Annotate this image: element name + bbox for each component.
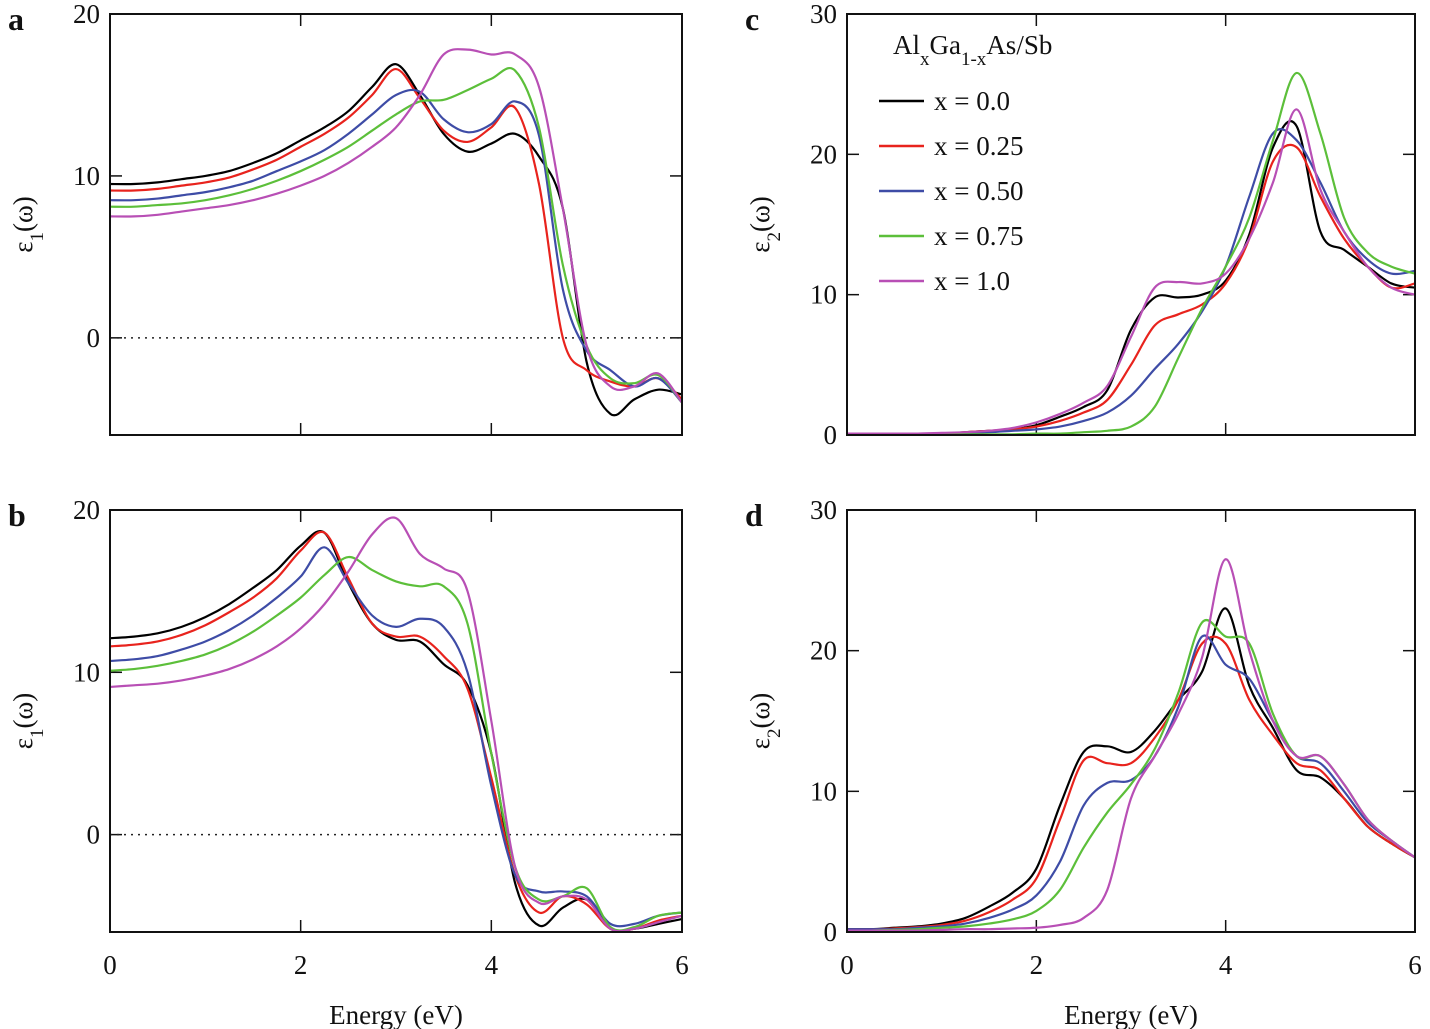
y-axis-label-part: ε — [745, 738, 775, 749]
y-tick-label: 0 — [824, 420, 838, 450]
y-tick-label: 30 — [810, 495, 837, 525]
y-tick-label: 20 — [810, 139, 837, 169]
panel-letter: d — [745, 497, 763, 533]
x-tick-label: 2 — [294, 950, 308, 980]
legend-label: x = 0.0 — [934, 86, 1010, 116]
y-tick-label: 10 — [810, 280, 837, 310]
legend-label: x = 0.75 — [934, 221, 1023, 251]
plot-area — [110, 516, 682, 932]
y-axis-label: ε2(ω) — [745, 196, 785, 253]
x-tick-label: 4 — [485, 950, 499, 980]
legend-title-part: x — [920, 49, 930, 70]
plot-area — [847, 558, 1415, 932]
series-line — [847, 607, 1415, 931]
series-line — [110, 88, 682, 404]
y-tick-label: 20 — [73, 0, 100, 29]
y-axis-label-part: (ω) — [745, 693, 775, 729]
x-tick-label: 6 — [1408, 950, 1422, 980]
legend-label: x = 0.50 — [934, 176, 1023, 206]
y-axis-label-part: 2 — [764, 728, 785, 738]
y-tick-label: 10 — [73, 161, 100, 191]
axes-frame — [109, 509, 683, 933]
y-axis-label: ε1(ω) — [8, 196, 48, 253]
x-axis-label: Energy (eV) — [1064, 1000, 1198, 1029]
series-line — [110, 546, 682, 928]
panel-letter: a — [8, 1, 24, 37]
x-tick-label: 4 — [1219, 950, 1233, 980]
y-axis-label: ε2(ω) — [745, 693, 785, 750]
axes-frame — [846, 13, 1416, 436]
panel-letter: b — [8, 497, 26, 533]
series-line — [110, 530, 682, 932]
y-tick-label: 0 — [824, 917, 838, 947]
y-tick-label: 10 — [73, 657, 100, 687]
series-line — [847, 634, 1415, 931]
series-line — [110, 67, 682, 401]
y-axis-label-part: ε — [745, 241, 775, 252]
legend-label: x = 0.25 — [934, 131, 1023, 161]
series-line — [847, 108, 1415, 435]
series-line — [847, 71, 1415, 435]
y-tick-label: 0 — [87, 820, 101, 850]
y-tick-label: 10 — [810, 776, 837, 806]
axes-frame — [109, 13, 683, 436]
y-axis-label-part: (ω) — [8, 196, 38, 232]
legend-title: AlxGa1-xAs/Sb — [893, 30, 1052, 70]
y-axis-label-part: 1 — [27, 232, 48, 242]
y-tick-label: 30 — [810, 0, 837, 29]
legend-title-part: 1-x — [961, 49, 987, 70]
y-tick-label: 20 — [810, 636, 837, 666]
series-line — [110, 516, 682, 932]
series-line — [847, 143, 1415, 435]
x-axis-label: Energy (eV) — [329, 1000, 463, 1029]
x-tick-label: 0 — [103, 950, 117, 980]
axes-frame — [846, 509, 1416, 933]
series-line — [847, 619, 1415, 932]
legend-label: x = 1.0 — [934, 266, 1010, 296]
y-tick-label: 0 — [87, 323, 101, 353]
series-line — [110, 530, 682, 932]
legend-title-part: Al — [893, 30, 920, 60]
series-line — [847, 635, 1415, 931]
series-line — [110, 66, 682, 404]
series-line — [110, 555, 682, 932]
legend-title-part: Ga — [930, 30, 961, 60]
x-tick-label: 6 — [675, 950, 689, 980]
series-line — [110, 48, 682, 404]
y-axis-label-part: (ω) — [745, 196, 775, 232]
y-axis-label: ε1(ω) — [8, 693, 48, 750]
panel-letter: c — [745, 1, 759, 37]
legend-title-part: As/Sb — [986, 30, 1052, 60]
series-line — [110, 63, 682, 417]
y-axis-label-part: (ω) — [8, 693, 38, 729]
x-tick-label: 0 — [840, 950, 854, 980]
plot-area — [110, 48, 682, 417]
y-tick-label: 20 — [73, 495, 100, 525]
y-axis-label-part: 1 — [27, 728, 48, 738]
series-line — [847, 128, 1415, 435]
plot-area — [847, 71, 1415, 435]
y-axis-label-part: ε — [8, 241, 38, 252]
x-tick-label: 2 — [1030, 950, 1044, 980]
y-axis-label-part: ε — [8, 738, 38, 749]
series-line — [847, 558, 1415, 932]
y-axis-label-part: 2 — [764, 232, 785, 242]
